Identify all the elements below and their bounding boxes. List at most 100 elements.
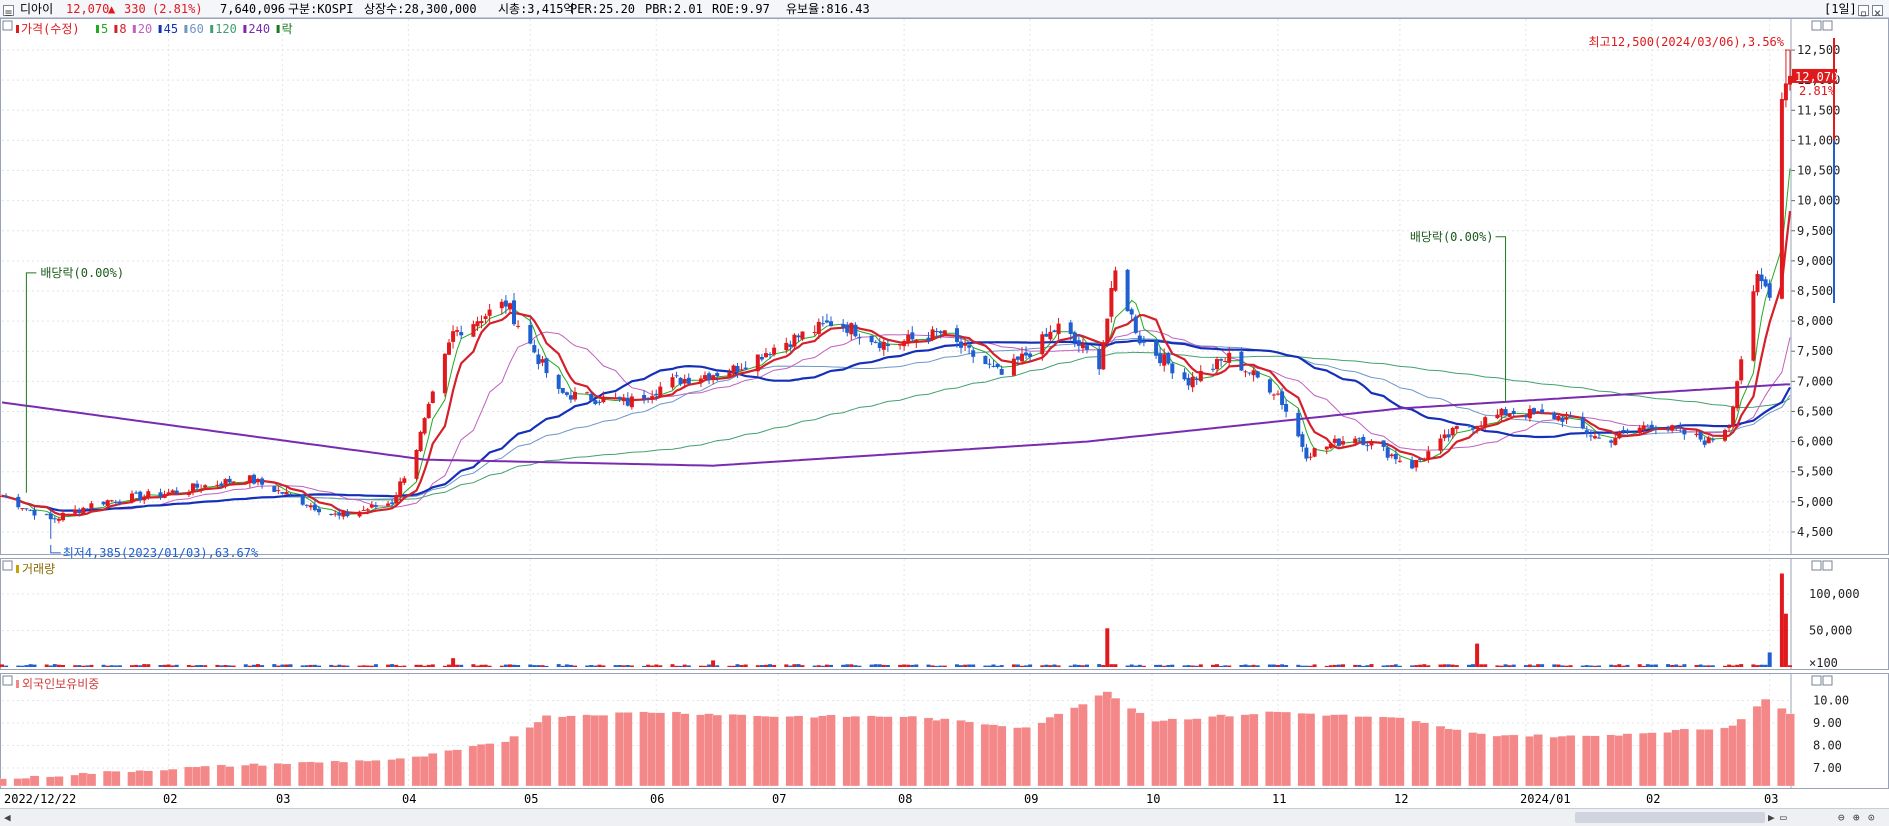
chart-svg[interactable]: 12,50012,00011,50011,00010,50010,0009,50… (0, 18, 1889, 808)
foreign-ratio-bar (1492, 735, 1503, 787)
foreign-ratio-bar (1671, 729, 1681, 787)
volume-bar (398, 665, 403, 667)
foreign-ratio-bar (712, 714, 722, 787)
volume-bar (1438, 664, 1443, 667)
foreign-ratio-bar (1338, 714, 1348, 787)
foreign-ratio-bar (249, 763, 259, 787)
volume-bar (113, 665, 118, 667)
candle-body (1560, 417, 1565, 422)
foreign-ratio-bar (1078, 703, 1088, 787)
volume-bar (44, 664, 49, 667)
candle-body (573, 391, 577, 400)
volume-bar (512, 664, 516, 667)
candle-body (0, 495, 4, 497)
volume-bar (1280, 664, 1285, 667)
volume-bar (1194, 665, 1199, 667)
candle-body (369, 504, 374, 508)
volume-bar (1300, 665, 1305, 667)
candle-body (475, 321, 480, 327)
volume-bar (146, 664, 151, 667)
zoom-in-icon[interactable]: ⊕ (1853, 811, 1860, 824)
foreign-ratio-bar (1265, 711, 1275, 787)
volume-bar (532, 665, 537, 667)
volume-bar (61, 665, 65, 667)
x-tick-label: 02 (1646, 792, 1661, 806)
volume-bar (585, 665, 590, 667)
period-label[interactable]: [1일] (1824, 2, 1857, 16)
scroll-right-icon[interactable]: ▶ (1768, 811, 1775, 824)
candle-body (1597, 437, 1601, 439)
foreign-ratio-bar (728, 714, 739, 787)
foreign-ratio-bar (1354, 716, 1364, 787)
volume-bar (613, 665, 618, 667)
candle-body (1710, 439, 1715, 441)
stock-name[interactable]: 디아이 (20, 2, 54, 16)
volume-bar (686, 665, 691, 667)
volume-bar (1369, 664, 1374, 667)
candle-body (1072, 332, 1077, 342)
candle-body (1215, 359, 1219, 370)
candle-body (442, 353, 447, 394)
volume-bar (1625, 664, 1630, 667)
zoom-reset-icon[interactable]: ⊙ (1868, 811, 1875, 824)
foreign-ratio-bar (614, 712, 625, 787)
pane-close-icon (1822, 560, 1833, 571)
volume-bar (983, 665, 988, 667)
price-change: 330 (124, 2, 146, 16)
volume-bar (1137, 664, 1142, 667)
zoom-out-icon[interactable]: ⊖ (1838, 811, 1845, 824)
candle-body (881, 342, 886, 350)
candle-body (1446, 434, 1451, 438)
volume-bar (1304, 665, 1309, 667)
candle-body (540, 359, 545, 363)
candle-body (699, 378, 703, 382)
volume-bar (1076, 664, 1081, 667)
volume-bar (1540, 664, 1545, 667)
volume-bar (1617, 664, 1622, 667)
candle-body (1076, 340, 1081, 346)
candle-body (784, 342, 789, 351)
candle-body (280, 492, 285, 494)
volume-bar (300, 665, 305, 667)
volume-bar (898, 664, 903, 667)
moving-average-ma20 (1, 329, 1791, 512)
foreign-ratio-bar (1053, 713, 1064, 787)
volume-bar (418, 664, 423, 667)
candle-body (1332, 438, 1337, 443)
volume-bar (280, 664, 285, 667)
volume-bar (699, 665, 703, 667)
volume-bar (174, 664, 179, 667)
foreign-ratio-bar (1070, 707, 1080, 787)
zoom-slider-icon[interactable]: ▭ (1780, 811, 1787, 824)
foreign-ratio-bar (1297, 713, 1308, 787)
candle-body (1113, 270, 1118, 291)
candle-body (914, 339, 919, 342)
candle-body (1219, 359, 1224, 361)
volume-bar (1710, 665, 1715, 667)
foreign-tick-label: 8.00 (1813, 739, 1842, 753)
price-tick-label: 8,000 (1797, 314, 1833, 328)
scroll-left-icon[interactable]: ◀ (4, 811, 11, 824)
foreign-ratio-bar (1322, 715, 1332, 787)
volume-bar (1414, 665, 1419, 667)
foreign-ratio-bar (1500, 734, 1511, 787)
foreign-ratio-bar (1395, 717, 1405, 787)
candle-body (564, 392, 569, 395)
candle-body (1674, 427, 1679, 429)
candle-body (1678, 427, 1683, 429)
volume-bar (910, 664, 915, 667)
foreign-ratio-bar (1151, 721, 1161, 787)
horizontal-scrollbar[interactable]: ◀ ▶ ▭ ⊖ ⊕ ⊙ (0, 808, 1889, 826)
volume-bar (219, 665, 224, 667)
candle-body (1779, 99, 1784, 299)
foreign-ratio-bar (1557, 735, 1568, 787)
scroll-thumb[interactable] (1575, 812, 1765, 823)
volume-bar (1385, 665, 1390, 667)
candle-body (658, 386, 663, 397)
candle-body (117, 501, 122, 504)
foreign-ratio-bar (1525, 736, 1535, 787)
foreign-ratio-bar (54, 776, 64, 787)
volume-bar (1182, 665, 1187, 667)
candle-body (422, 418, 427, 434)
volume-bar (231, 665, 236, 667)
